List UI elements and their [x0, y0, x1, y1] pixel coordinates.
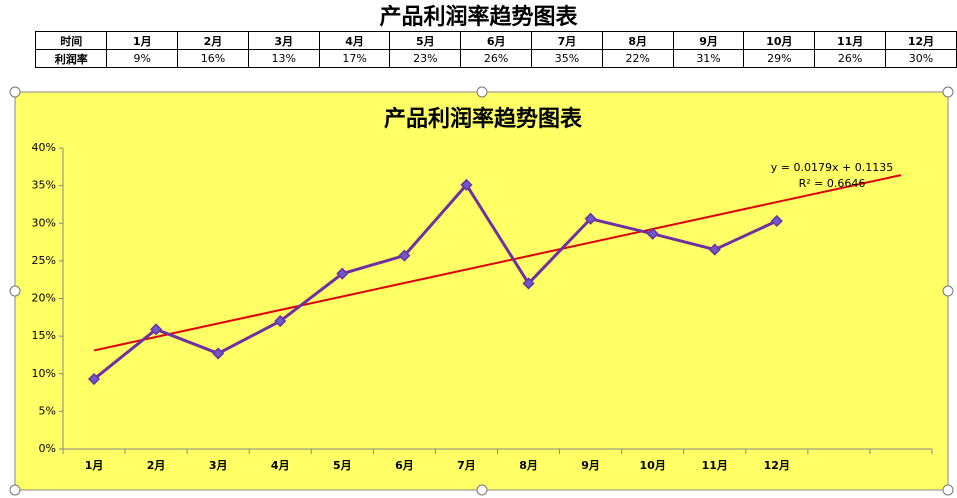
marker: [212, 347, 225, 360]
y-tick-label: 25%: [32, 254, 56, 267]
y-tick-label: 10%: [32, 367, 56, 380]
table-cell: 利润率: [34, 49, 108, 68]
marker: [274, 315, 287, 328]
table-cell: 4月: [318, 31, 391, 50]
y-tick-label: 40%: [32, 141, 56, 154]
table-cell: 26%: [460, 49, 533, 68]
resize-handle: [476, 86, 488, 98]
marker: [87, 372, 101, 386]
x-tick-label: 8月: [519, 459, 538, 472]
x-tick-label: 12月: [764, 459, 790, 472]
chart-title: 产品利润率趋势图表: [384, 106, 583, 132]
y-tick-label: 15%: [32, 329, 56, 342]
table-cell: 13%: [247, 49, 320, 68]
data-table: 时间 1月 2月 3月 4月 5月 6月 7月 8月 9月 10月 11月 12月 利润率 9% 16% 13%…: [34, 31, 957, 68]
trend-equation: y = 0.0179x + 0.1135: [771, 161, 893, 174]
marker: [584, 212, 597, 225]
table-cell: 11月: [814, 31, 887, 50]
x-tick-label: 9月: [581, 459, 600, 472]
table-cell: 3月: [247, 31, 320, 50]
marker: [708, 243, 721, 256]
x-tick-label: 5月: [333, 459, 352, 472]
marker: [150, 323, 163, 336]
x-tick-label: 6月: [395, 459, 414, 472]
x-tick-label: 1月: [85, 459, 104, 472]
y-tick-label: 0%: [39, 442, 56, 455]
trendline: [93, 174, 902, 352]
series-line: [93, 182, 778, 381]
marker: [770, 214, 783, 228]
x-tick-label: 7月: [457, 459, 476, 472]
trend-r2: R² = 0.6646: [799, 177, 866, 190]
table-row: 利润率 9% 16% 13% 17% 23% 26% 35% 22% 31% 29% 26% 30%: [34, 49, 957, 68]
table-cell: 30%: [885, 49, 957, 68]
y-tick-label: 30%: [32, 216, 56, 229]
table-cell: 16%: [177, 49, 249, 68]
resize-handle: [476, 484, 488, 496]
x-tick-label: 4月: [271, 459, 290, 472]
resize-handle: [9, 484, 21, 496]
table-cell: 17%: [318, 49, 391, 68]
marker: [646, 227, 659, 240]
marker: [336, 267, 349, 280]
x-tick-label: 10月: [640, 459, 666, 472]
y-tick-label: 20%: [32, 292, 56, 305]
resize-handle: [9, 285, 21, 297]
table-cell: 6月: [460, 31, 533, 50]
table-cell: 9%: [106, 49, 179, 68]
chart-background: [15, 92, 948, 490]
table-row: 时间 1月 2月 3月 4月 5月 6月 7月 8月 9月 10月 11月 12月: [34, 31, 957, 50]
table-cell: 35%: [531, 49, 603, 68]
y-tick-label: 35%: [32, 179, 56, 192]
table-cell: 23%: [389, 49, 462, 68]
x-tick-label: 11月: [702, 459, 728, 472]
x-tick-label: 3月: [209, 459, 228, 472]
table-cell: 26%: [814, 49, 887, 68]
resize-handle: [9, 86, 21, 98]
sheet-title: 产品利润率趋势图表: [379, 4, 578, 30]
marker: [522, 277, 535, 290]
resize-handle: [942, 285, 954, 297]
table-cell: 22%: [601, 49, 674, 68]
x-tick-label: 2月: [147, 459, 166, 472]
resize-handle: [942, 86, 954, 98]
marker: [460, 178, 473, 191]
resize-handle: [942, 484, 954, 496]
table-cell: 31%: [672, 49, 745, 68]
marker: [398, 249, 411, 262]
y-tick-label: 5%: [39, 404, 56, 417]
